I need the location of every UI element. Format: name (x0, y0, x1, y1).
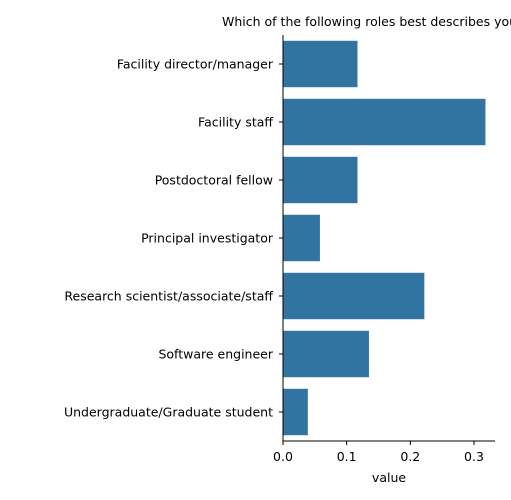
bar (283, 156, 358, 204)
x-tick-label: 0.0 (273, 449, 293, 464)
x-tick-label: 0.3 (464, 449, 484, 464)
y-tick-label: Undergraduate/Graduate student (64, 405, 273, 420)
bar (283, 98, 486, 146)
y-tick-label: Postdoctoral fellow (155, 173, 273, 188)
bars-group (283, 40, 486, 436)
y-tick-label: Facility director/manager (117, 57, 274, 72)
x-axis-label: value (372, 470, 406, 485)
chart-title: Which of the following roles best descri… (222, 14, 511, 29)
y-tick-label: Software engineer (158, 347, 273, 362)
y-tick-label: Research scientist/associate/staff (64, 289, 273, 304)
bar (283, 214, 320, 262)
x-tick-label: 0.2 (400, 449, 420, 464)
bar (283, 388, 308, 436)
x-tick-label: 0.1 (337, 449, 357, 464)
x-ticks: 0.0 0.1 0.2 0.3 (273, 441, 484, 464)
y-tick-label: Facility staff (198, 115, 273, 130)
y-tick-labels: Facility director/manager Facility staff P… (64, 57, 283, 420)
y-tick-label: Principal investigator (141, 231, 274, 246)
bar (283, 330, 369, 378)
bar (283, 272, 425, 320)
bar (283, 40, 358, 88)
